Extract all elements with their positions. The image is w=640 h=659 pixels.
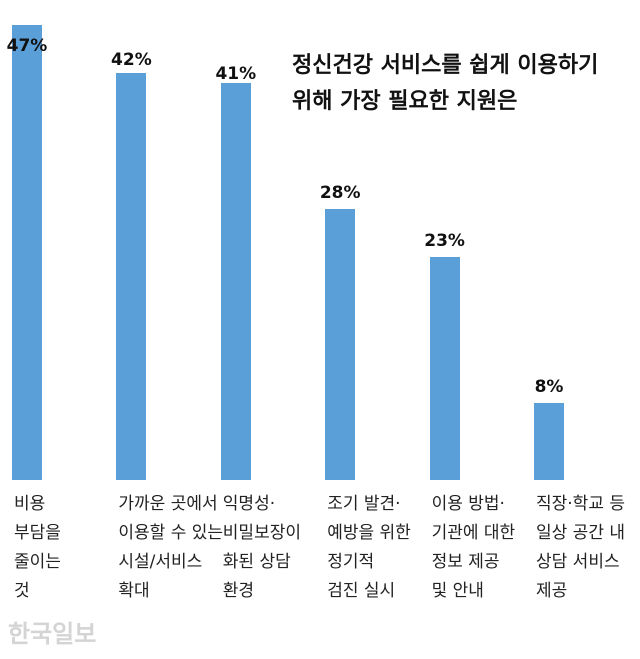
x-tick-label: 이용 방법· 기관에 대한 정보 제공 및 안내: [431, 494, 516, 601]
x-tick-label: 가까운 곳에서 이용할 수 있는 시설/서비스 확대: [118, 494, 224, 601]
value-label: 41%: [215, 64, 257, 84]
x-tick-label: 비용 부담을 줄이는 것: [14, 494, 61, 601]
chart-title: 정신건강 서비스를 쉽게 이용하기 위해 가장 필요한 지원은: [292, 53, 599, 114]
bar: [12, 25, 42, 480]
value-label: 42%: [111, 50, 152, 70]
value-label: 23%: [424, 231, 465, 252]
bar: [429, 257, 460, 480]
x-tick-label: 익명성· 비밀보장이 화된 상담 환경: [222, 494, 301, 601]
value-label: 28%: [319, 182, 361, 203]
value-label: 8%: [534, 376, 564, 397]
value-label: 47%: [6, 36, 48, 56]
bar: [325, 208, 356, 480]
bar: [116, 73, 147, 480]
watermark: 한국일보: [8, 620, 97, 648]
bar: [220, 83, 251, 480]
x-tick-label: 조기 발견· 예방을 위한 정기적 검진 실시: [327, 494, 411, 601]
bar: [534, 402, 564, 480]
x-tick-label: 직장·학교 등 일상 공간 내 상담 서비스 제공: [536, 494, 626, 601]
